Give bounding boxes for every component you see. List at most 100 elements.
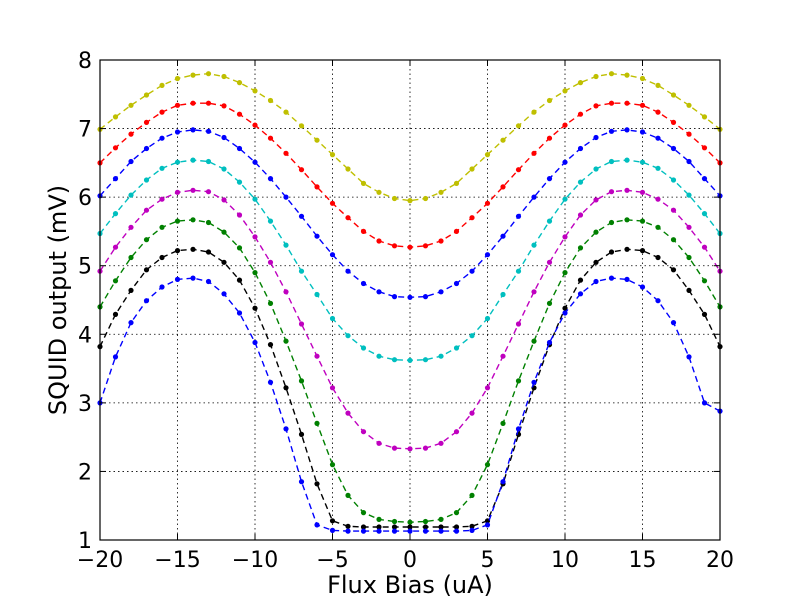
- data-point: [221, 229, 227, 235]
- data-point: [407, 528, 413, 534]
- x-tick-label: −15: [154, 548, 200, 573]
- data-point: [376, 238, 382, 244]
- data-point: [252, 122, 258, 128]
- data-point: [701, 211, 708, 217]
- series-8: [97, 275, 723, 534]
- data-point: [670, 267, 677, 273]
- data-point: [639, 248, 646, 254]
- data-point: [701, 311, 708, 317]
- data-point: [438, 516, 444, 523]
- data-point: [190, 157, 196, 163]
- data-point: [701, 400, 708, 406]
- data-point: [577, 245, 584, 251]
- data-point: [469, 492, 475, 498]
- data-point: [624, 72, 630, 78]
- data-point: [469, 523, 475, 529]
- data-point: [159, 224, 165, 230]
- data-point: [500, 291, 506, 298]
- x-tick-label: −10: [232, 548, 278, 573]
- data-point: [391, 518, 398, 525]
- data-point: [252, 88, 258, 94]
- data-point: [438, 524, 444, 530]
- data-point: [655, 135, 661, 141]
- data-point: [438, 289, 444, 295]
- data-point: [236, 80, 243, 86]
- data-point: [236, 179, 243, 185]
- grid: [100, 60, 720, 540]
- data-point: [686, 354, 692, 360]
- data-point: [143, 119, 150, 125]
- data-point: [252, 196, 258, 202]
- data-point: [391, 294, 398, 300]
- data-point: [593, 197, 599, 203]
- data-point: [686, 192, 692, 198]
- y-tick-label: 4: [78, 323, 92, 348]
- data-point: [159, 254, 165, 261]
- data-point: [143, 145, 150, 152]
- data-point: [670, 119, 677, 125]
- data-point: [112, 211, 119, 217]
- data-point: [577, 80, 584, 86]
- data-point: [655, 196, 661, 202]
- data-point: [624, 100, 630, 106]
- data-point: [221, 103, 227, 109]
- data-point: [546, 135, 553, 141]
- data-point: [345, 166, 351, 172]
- data-point: [205, 278, 212, 285]
- data-point: [562, 196, 568, 202]
- data-point: [283, 426, 289, 432]
- data-point: [438, 238, 444, 244]
- data-point: [515, 426, 522, 432]
- data-point: [593, 166, 599, 172]
- data-point: [546, 218, 553, 224]
- data-point: [128, 158, 134, 165]
- data-point: [360, 528, 367, 534]
- data-point: [562, 305, 568, 311]
- data-point: [639, 102, 646, 108]
- data-point: [670, 237, 677, 243]
- data-point: [190, 187, 196, 193]
- y-tick-label: 6: [78, 186, 92, 211]
- data-point: [159, 82, 165, 88]
- data-point: [159, 135, 165, 141]
- data-point: [267, 300, 274, 306]
- series-3: [97, 127, 723, 300]
- data-point: [376, 516, 382, 523]
- data-point: [562, 270, 568, 276]
- data-point: [128, 254, 134, 261]
- data-point: [360, 524, 367, 530]
- data-point: [128, 320, 134, 326]
- data-point: [593, 278, 599, 285]
- data-point: [236, 245, 243, 251]
- data-point: [329, 527, 336, 534]
- y-axis-title: SQUID output (mV): [44, 185, 72, 415]
- data-point: [205, 249, 212, 255]
- data-point: [407, 519, 413, 525]
- data-point: [484, 200, 491, 206]
- x-tick-label: −5: [316, 548, 348, 573]
- data-point: [407, 357, 413, 363]
- data-point: [608, 71, 615, 77]
- data-point: [484, 385, 491, 391]
- data-point: [174, 129, 181, 135]
- data-point: [128, 224, 134, 230]
- data-point: [174, 159, 181, 165]
- data-point: [298, 123, 305, 129]
- data-point: [376, 353, 382, 359]
- data-point: [453, 524, 460, 530]
- data-point: [453, 528, 460, 534]
- data-point: [608, 189, 615, 195]
- data-point: [143, 92, 150, 98]
- data-point: [407, 198, 413, 204]
- data-point: [407, 524, 413, 530]
- data-point: [608, 158, 615, 165]
- x-tick-label: 20: [706, 548, 734, 573]
- data-point: [112, 354, 119, 360]
- data-point: [686, 102, 692, 108]
- data-point: [267, 342, 274, 348]
- data-point: [500, 184, 506, 190]
- series-7: [97, 246, 723, 530]
- data-point: [112, 278, 119, 284]
- data-point: [608, 100, 615, 106]
- data-point: [546, 259, 553, 265]
